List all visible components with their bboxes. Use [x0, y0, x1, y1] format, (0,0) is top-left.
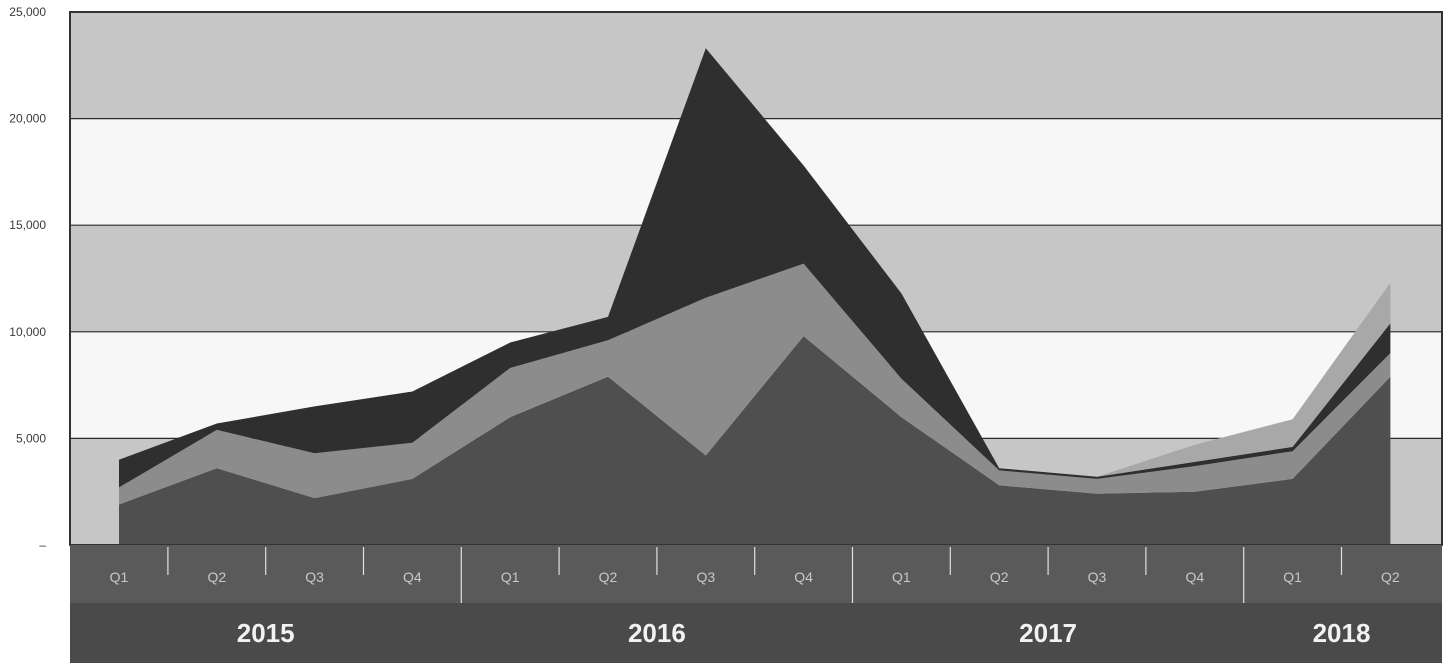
quarter-label: Q2 [990, 569, 1009, 585]
quarter-label: Q4 [1185, 569, 1204, 585]
year-label: 2018 [1313, 618, 1371, 648]
y-tick-label: 10,000 [9, 325, 46, 339]
y-tick-label: 20,000 [9, 112, 46, 126]
quarter-label: Q1 [501, 569, 520, 585]
quarter-label: Q2 [599, 569, 618, 585]
area-series-4 [119, 48, 1391, 477]
y-axis-ticks: – 5,000 10,000 15,000 20,000 25,000 [9, 5, 46, 552]
quarter-label: Q1 [892, 569, 911, 585]
quarter-label: Q3 [696, 569, 715, 585]
y-tick-label: 5,000 [16, 431, 46, 445]
quarter-strip [70, 545, 1442, 603]
quarter-label: Q3 [305, 569, 324, 585]
year-label: 2016 [628, 618, 686, 648]
quarter-label: Q2 [1381, 569, 1400, 585]
y-tick-label: 15,000 [9, 218, 46, 232]
area-series-3 [119, 48, 1391, 488]
quarter-label: Q4 [403, 569, 422, 585]
y-tick-label: 25,000 [9, 5, 46, 19]
year-label: 2015 [237, 618, 295, 648]
area-series-1 [119, 336, 1391, 545]
y-tick-label: – [39, 538, 46, 552]
quarter-label: Q1 [110, 569, 129, 585]
year-strip [70, 603, 1442, 663]
year-label: 2017 [1019, 618, 1077, 648]
background-band [70, 12, 1442, 119]
quarter-label: Q3 [1088, 569, 1107, 585]
x-axis: Q1 Q2 Q3 Q4 Q1 Q2 Q3 Q4 Q1 Q2 Q3 Q4 Q1 Q2 2015 2016 2017… [70, 545, 1442, 663]
area-series-layer [119, 48, 1391, 545]
quarter-label: Q1 [1283, 569, 1302, 585]
quarter-label: Q2 [207, 569, 226, 585]
area-series-2 [119, 263, 1391, 505]
quarter-label: Q4 [794, 569, 813, 585]
